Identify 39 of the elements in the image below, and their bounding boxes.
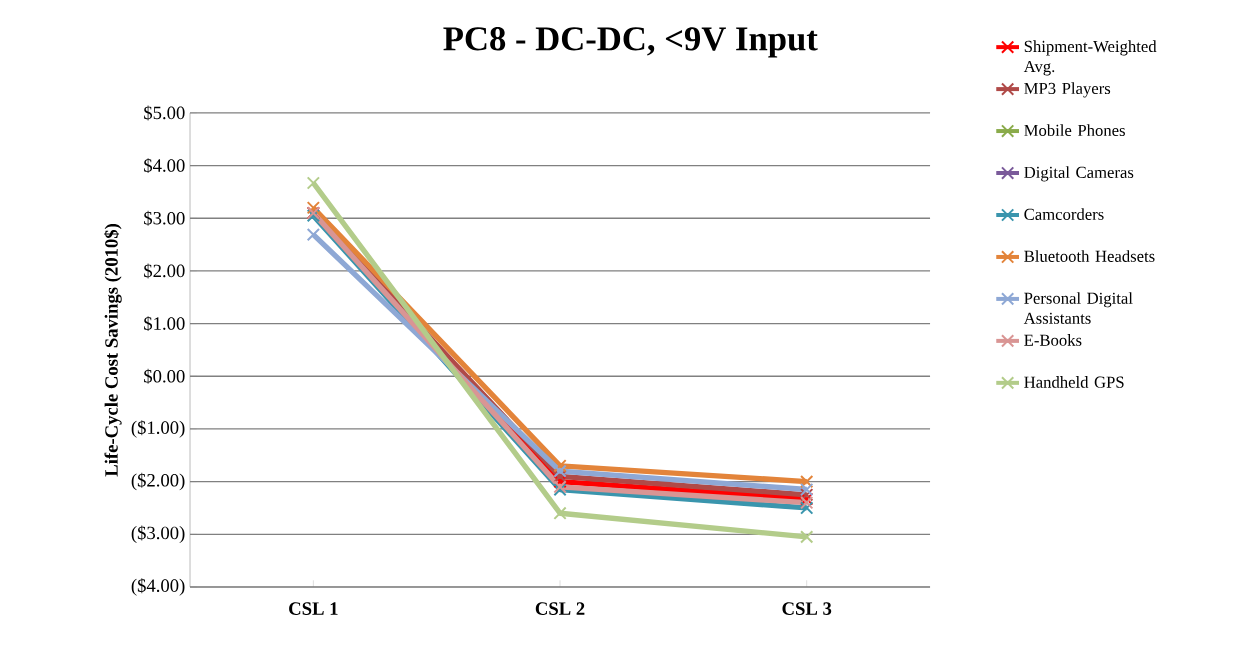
point [553,506,567,520]
point [800,496,814,510]
point [800,492,814,506]
point [553,459,567,473]
point [553,464,567,478]
x-tick-label: CSL 1 [289,602,338,615]
point [306,227,321,242]
y-tick-label: $3.00 [144,210,185,226]
point [553,474,567,489]
point [800,501,814,515]
legend-label: Mobile Phones [1024,124,1125,136]
point [800,530,814,544]
point [800,474,814,489]
point [306,201,321,215]
legend-label: Personal Digital Assistants [1023,292,1133,324]
legend-label: E-Books [1024,334,1082,346]
legend-label: Camcorders [1024,208,1104,220]
legend-label: Shipment-Weighted Avg. [1023,40,1157,76]
legend-label: Digital Cameras [1024,166,1134,182]
legend-label: MP3 Players [1024,82,1111,98]
y-tick-label: $2.00 [144,263,185,279]
point [306,176,321,190]
y-tick-label: ($3.00) [131,525,185,544]
y-tick-label: ($1.00) [131,420,185,438]
x-tick-label: CSL 2 [535,602,585,615]
y-axis-title: Life-Cycle Cost Savings (2010$) [104,223,122,477]
legend-label: Handheld GPS [1024,376,1124,388]
point [800,482,814,497]
y-tick-label: $1.00 [144,316,185,332]
y-tick-label: $0.00 [144,368,185,384]
y-tick-label: ($2.00) [131,472,185,491]
y-tick-label: $4.00 [144,158,185,174]
point [800,488,814,502]
x-tick-label: CSL 3 [782,602,832,615]
point [553,469,567,483]
legend-label: Bluetooth Headsets [1024,250,1155,262]
y-tick-label: ($4.00) [131,578,185,596]
chart-title: PC8 - DC-DC, <9V Input [443,27,818,58]
y-tick-label: $5.00 [144,105,185,121]
